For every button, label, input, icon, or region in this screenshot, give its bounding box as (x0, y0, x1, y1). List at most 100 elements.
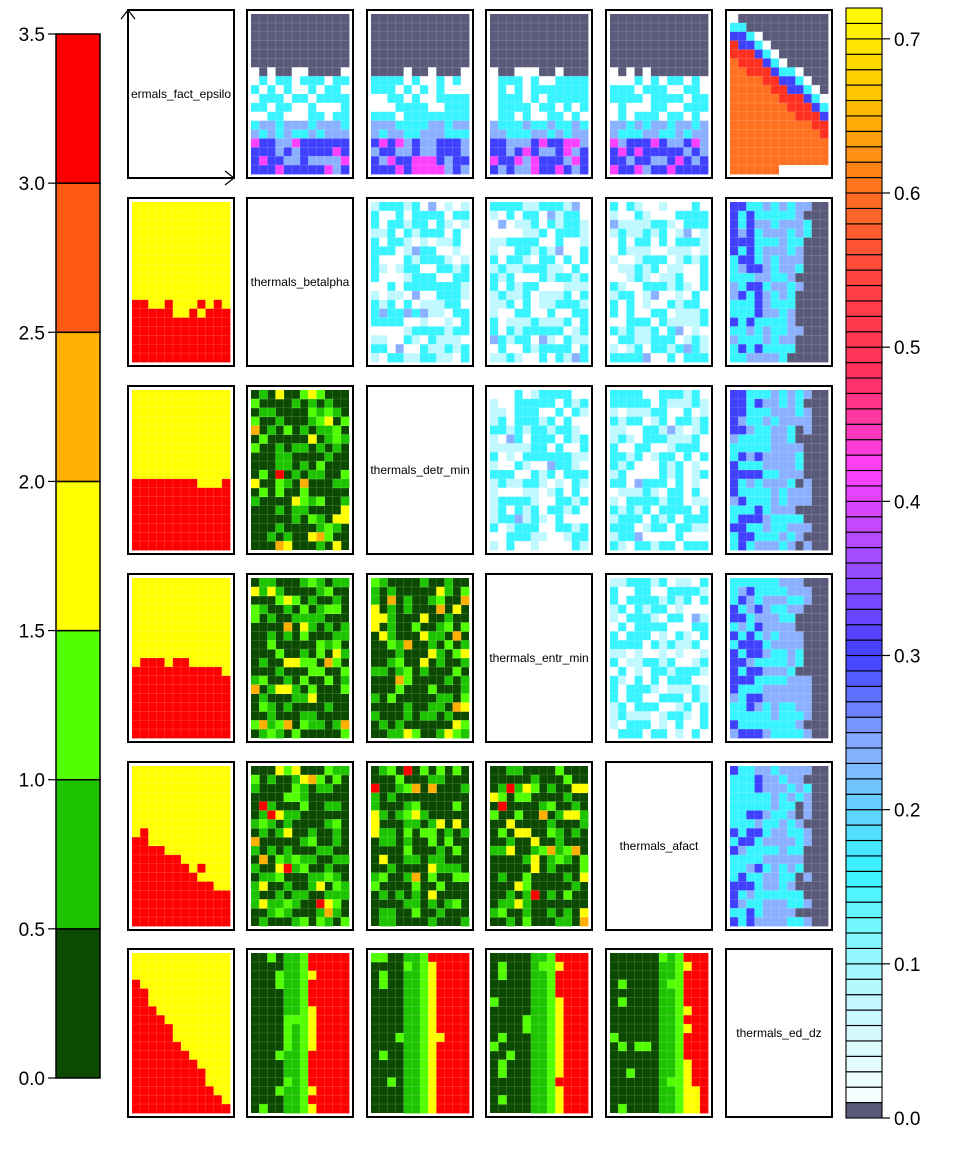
lower-contour-cell (140, 720, 149, 730)
lower-contour-cell (132, 452, 141, 462)
upper-contour-cell (691, 120, 701, 130)
upper-contour-cell (522, 237, 532, 247)
lower-contour-cell (164, 470, 174, 480)
lower-contour-cell (148, 1104, 157, 1114)
upper-contour-cell (379, 94, 388, 104)
lower-contour-cell (514, 828, 524, 838)
lower-contour-cell (164, 649, 174, 659)
upper-contour-cell (811, 111, 821, 122)
lower-contour-cell (197, 470, 206, 480)
upper-contour-cell (634, 675, 644, 686)
lower-contour-cell (205, 908, 215, 918)
upper-contour-cell (626, 85, 635, 95)
upper-contour-cell (762, 872, 772, 882)
lower-contour-cell (205, 237, 215, 247)
lower-contour-cell (197, 255, 206, 265)
upper-contour-cell (762, 881, 772, 891)
upper-contour-cell (754, 138, 764, 148)
upper-contour-cell (762, 165, 772, 175)
upper-contour-cell (420, 111, 429, 122)
upper-contour-cell (787, 863, 796, 874)
lower-contour-cell (221, 496, 231, 506)
upper-contour-cell (522, 398, 532, 409)
lower-contour-cell (324, 398, 334, 409)
lower-contour-cell (132, 801, 141, 811)
upper-contour-cell (618, 684, 627, 694)
upper-contour-cell (555, 120, 564, 130)
upper-contour-cell (316, 85, 325, 95)
lower-contour-cell (181, 407, 190, 418)
upper-contour-cell (283, 58, 293, 68)
lower-contour-cell (267, 684, 276, 694)
lower-contour-cell (172, 228, 182, 238)
upper-contour-cell (779, 810, 788, 820)
right-colorbar-tick-label: 0.3 (894, 647, 920, 668)
upper-contour-cell (738, 846, 747, 856)
upper-contour-cell (428, 40, 437, 50)
lower-contour-cell (403, 872, 413, 882)
upper-contour-cell (650, 416, 660, 426)
upper-contour-cell (779, 246, 788, 256)
upper-contour-cell (650, 649, 660, 659)
lower-contour-cell (332, 872, 342, 882)
lower-contour-cell (205, 899, 215, 909)
upper-contour-cell (371, 335, 380, 345)
upper-contour-cell (522, 487, 532, 498)
upper-contour-cell (691, 390, 701, 400)
upper-contour-cell (683, 255, 693, 265)
upper-contour-cell (683, 14, 693, 24)
upper-contour-cell (819, 702, 829, 712)
upper-contour-cell (387, 31, 396, 42)
lower-contour-cell (205, 335, 215, 345)
upper-contour-cell (659, 666, 668, 677)
upper-contour-cell (618, 578, 627, 588)
lower-contour-cell (156, 202, 166, 212)
upper-contour-cell (308, 156, 317, 166)
lower-contour-cell (436, 631, 445, 641)
lower-contour-cell (172, 246, 182, 256)
upper-contour-cell (795, 290, 804, 301)
lower-contour-cell (156, 210, 166, 221)
lower-contour-cell (148, 299, 157, 310)
upper-contour-cell (699, 496, 709, 506)
upper-contour-cell (539, 102, 548, 113)
upper-contour-cell (811, 881, 821, 891)
lower-contour-cell (522, 854, 532, 865)
lower-contour-cell (132, 684, 141, 694)
lower-contour-cell (148, 1015, 157, 1025)
upper-contour-cell (659, 264, 668, 274)
lower-contour-cell (156, 282, 166, 292)
lower-contour-cell (436, 766, 445, 776)
upper-contour-cell (506, 85, 515, 95)
lower-contour-cell (189, 881, 198, 891)
upper-contour-cell (659, 452, 668, 462)
upper-contour-cell (642, 693, 652, 703)
upper-contour-cell (819, 76, 829, 86)
upper-contour-cell (730, 67, 739, 77)
panel-border (725, 761, 833, 931)
lower-contour-cell (164, 604, 174, 614)
lower-contour-cell (221, 273, 231, 283)
upper-contour-cell (803, 390, 813, 400)
upper-contour-cell (795, 828, 804, 838)
lower-contour-cell (490, 908, 499, 918)
upper-contour-cell (522, 219, 532, 230)
upper-contour-cell (259, 147, 268, 157)
upper-contour-cell (267, 165, 276, 175)
upper-contour-cell (634, 76, 644, 86)
upper-contour-cell (403, 76, 413, 86)
lower-contour-cell (205, 766, 215, 776)
upper-contour-cell (738, 917, 747, 927)
upper-contour-cell (779, 31, 788, 42)
lower-contour-cell (291, 514, 301, 524)
upper-contour-cell (460, 94, 470, 104)
upper-contour-cell (444, 246, 454, 256)
upper-contour-cell (746, 532, 755, 542)
lower-contour-cell (332, 828, 342, 838)
upper-contour-cell (746, 22, 755, 33)
upper-contour-cell (403, 40, 413, 50)
upper-contour-cell (371, 255, 380, 265)
upper-contour-cell (811, 326, 821, 336)
lower-contour-cell (164, 881, 174, 891)
upper-contour-cell (498, 496, 507, 506)
